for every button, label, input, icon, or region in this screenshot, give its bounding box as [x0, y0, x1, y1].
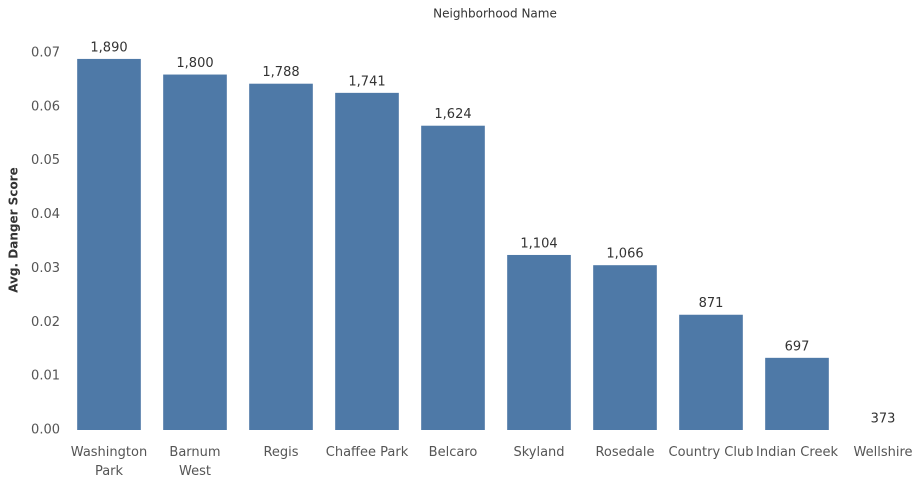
data-label: 1,788: [262, 65, 299, 80]
data-label: 871: [699, 296, 724, 311]
bar: [335, 92, 399, 431]
data-label: 1,066: [606, 247, 643, 262]
data-label: 1,800: [176, 56, 213, 71]
bar: [421, 125, 485, 430]
data-label: 1,104: [520, 236, 557, 251]
data-label: 1,741: [348, 74, 385, 89]
x-tick-label: Skyland: [513, 445, 564, 460]
chart-title: Neighborhood Name: [433, 7, 557, 21]
y-tick-label: 0.03: [31, 261, 60, 276]
x-tick-label: Chaffee Park: [326, 445, 409, 460]
x-tick-label: Indian Creek: [756, 445, 838, 460]
bar: [765, 357, 829, 430]
y-tick-label: 0.04: [31, 207, 60, 222]
x-tick-label: Country Club: [669, 445, 754, 460]
y-tick-label: 0.05: [31, 153, 60, 168]
y-tick-label: 0.06: [31, 99, 60, 114]
x-tick-label: Rosedale: [595, 445, 654, 460]
bar: [163, 74, 227, 431]
x-tick-label: Regis: [263, 445, 298, 460]
y-tick-label: 0.07: [31, 46, 60, 61]
data-label: 1,624: [434, 107, 471, 122]
bar: [77, 58, 141, 430]
y-tick-label: 0.01: [31, 369, 60, 384]
bar: [507, 254, 571, 430]
y-axis-title: Avg. Danger Score: [7, 167, 21, 293]
data-label: 1,890: [90, 40, 127, 55]
x-tick-label: Washington Park: [71, 445, 147, 479]
y-tick-label: 0.00: [31, 423, 60, 438]
bar: [593, 265, 657, 430]
bar: [249, 83, 313, 430]
x-tick-label: Belcaro: [429, 445, 478, 460]
bar: [679, 314, 743, 430]
data-label: 373: [871, 412, 896, 427]
data-label: 697: [785, 339, 810, 354]
x-tick-label: Barnum West: [169, 445, 220, 479]
x-tick-label: Wellshire: [854, 445, 913, 460]
y-tick-label: 0.02: [31, 315, 60, 330]
